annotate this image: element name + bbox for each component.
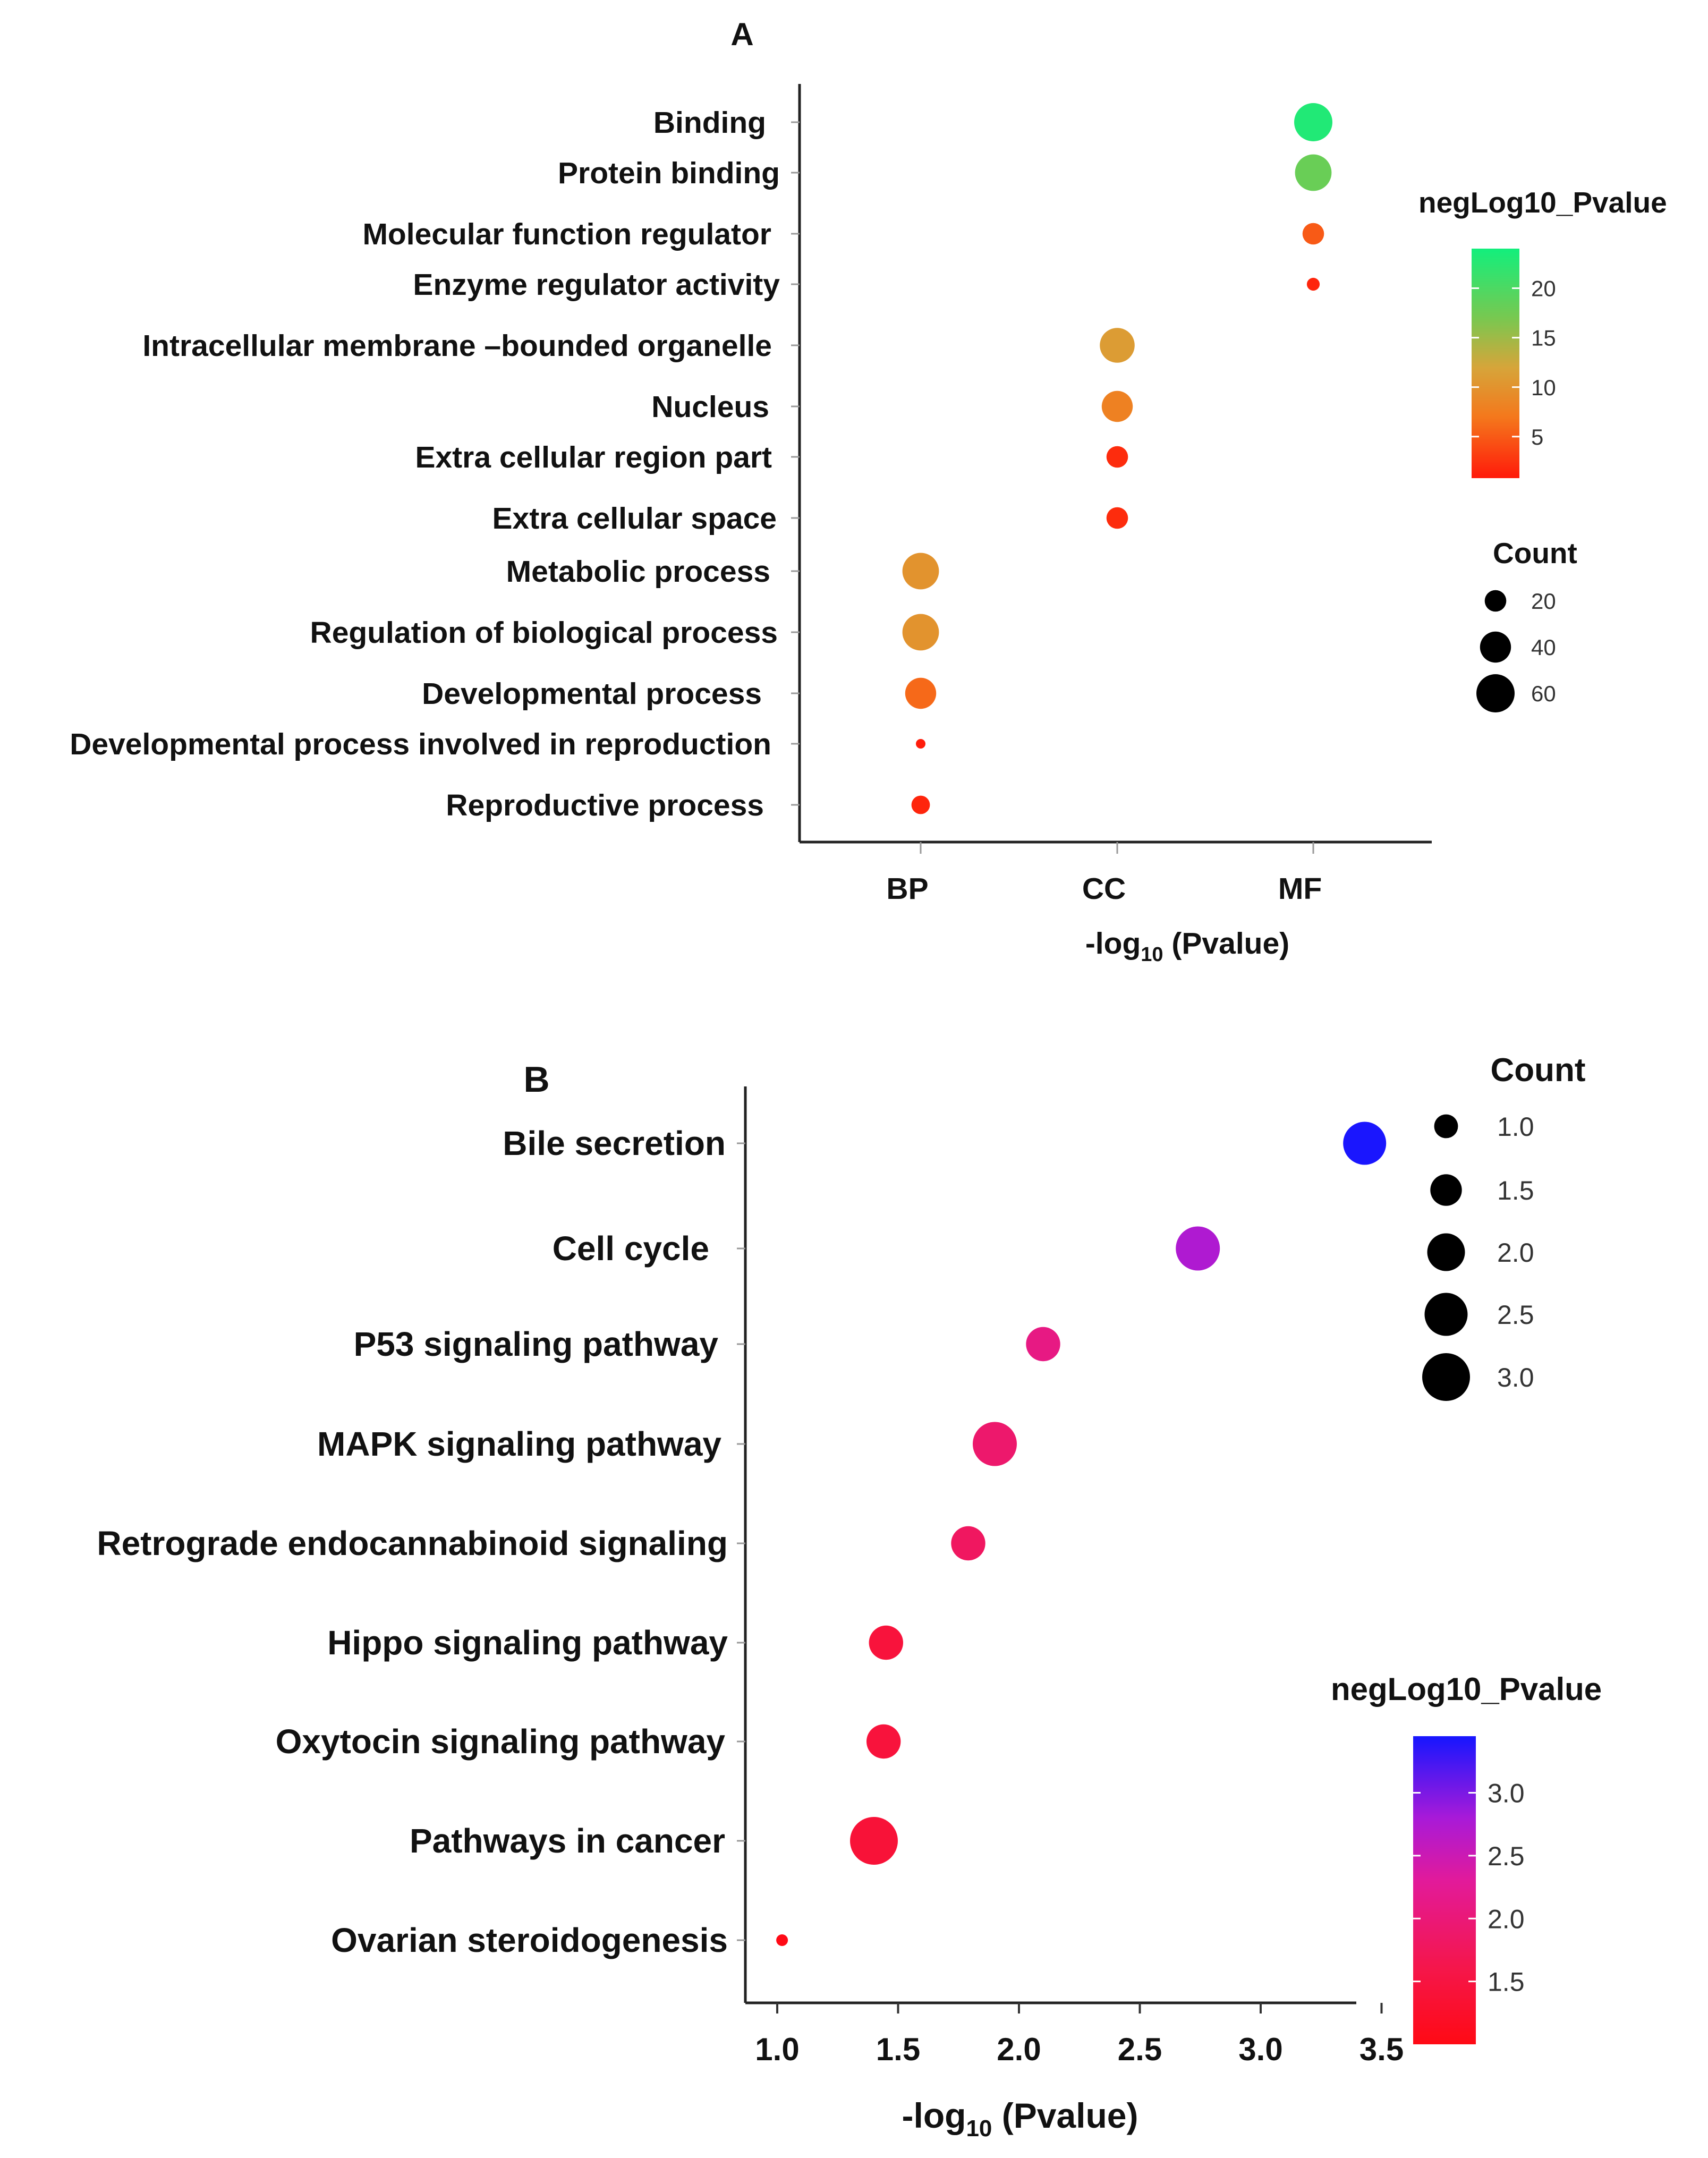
- x-tick-label: 3.0: [1238, 2032, 1282, 2067]
- term-label: Molecular function regulator: [362, 217, 771, 251]
- size-legend-dot: [1434, 1114, 1458, 1139]
- colorbar-tick-label: 20: [1531, 276, 1556, 301]
- pathway-label: Hippo signaling pathway: [327, 1624, 728, 1662]
- colorbar: [1472, 249, 1519, 478]
- size-legend-dot: [1430, 1174, 1462, 1206]
- term-label: Regulation of biological process: [310, 616, 778, 650]
- pathway-label: MAPK signaling pathway: [317, 1425, 721, 1463]
- x-tick-label: 2.0: [997, 2032, 1041, 2067]
- data-point: [1106, 507, 1128, 529]
- colorbar-tick-label: 1.5: [1488, 1967, 1525, 1997]
- pathway-label: Pathways in cancer: [410, 1822, 725, 1860]
- size-legend-dot: [1424, 1293, 1468, 1336]
- size-legend-dot: [1476, 674, 1515, 712]
- term-label: Metabolic process: [506, 555, 770, 589]
- term-label: Nucleus: [651, 390, 769, 424]
- colorbar-tick-label: 2.5: [1488, 1841, 1525, 1871]
- color-legend-title: negLog10_Pvalue: [1418, 186, 1667, 219]
- pathway-label: Bile secretion: [503, 1124, 726, 1162]
- pathway-label: P53 signaling pathway: [354, 1325, 719, 1363]
- data-point: [866, 1724, 901, 1759]
- data-point: [973, 1422, 1017, 1466]
- data-point: [1294, 103, 1332, 141]
- term-label: Developmental process: [422, 677, 762, 711]
- colorbar-tick-label: 2.0: [1488, 1904, 1525, 1934]
- colorbar-tick-label: 15: [1531, 326, 1556, 351]
- data-point: [1306, 277, 1320, 291]
- term-label: Protein binding: [558, 156, 780, 190]
- x-axis-label-subscript: 10: [1141, 944, 1163, 966]
- x-axis-label-main: -log: [902, 2096, 966, 2135]
- size-legend-dot: [1484, 590, 1507, 612]
- term-label: Extra cellular region part: [415, 440, 772, 474]
- data-point: [902, 614, 939, 651]
- size-legend-title: Count: [1493, 537, 1577, 570]
- x-axis-label-subscript: 10: [966, 2115, 992, 2142]
- data-point: [911, 795, 930, 814]
- panel-title: B: [523, 1059, 549, 1100]
- size-legend-label: 40: [1531, 635, 1556, 660]
- panel-b: B Bile secretion Cell cycle P53 signaling p…: [97, 1052, 1602, 2142]
- size-legend-label: 3.0: [1497, 1363, 1534, 1392]
- pathway-label: Ovarian steroidogenesis: [331, 1921, 728, 1959]
- data-point: [1295, 154, 1332, 191]
- term-label: Binding: [653, 106, 766, 140]
- x-axis-label-tail: (Pvalue): [1163, 927, 1290, 961]
- term-label: Extra cellular space: [492, 502, 777, 536]
- x-axis-label: -log10 (Pvalue): [1085, 927, 1289, 966]
- data-point: [1100, 328, 1135, 363]
- x-axis-label-main: -log: [1085, 927, 1141, 961]
- data-point: [1343, 1122, 1387, 1165]
- term-label: Developmental process involved in reprod…: [70, 727, 771, 761]
- pathway-label: Oxytocin signaling pathway: [276, 1722, 726, 1761]
- x-tick-label: 1.5: [876, 2032, 920, 2067]
- size-legend-label: 1.5: [1497, 1176, 1534, 1205]
- data-point: [916, 739, 925, 749]
- colorbar-tick-label: 5: [1531, 424, 1543, 449]
- data-point: [869, 1625, 904, 1660]
- x-tick-label: 3.5: [1359, 2032, 1404, 2067]
- pathway-label: Retrograde endocannabinoid signaling: [97, 1524, 728, 1562]
- data-point: [905, 677, 937, 709]
- size-legend-dot: [1422, 1353, 1470, 1401]
- x-tick-label: 2.5: [1118, 2032, 1162, 2067]
- x-axis-label-tail: (Pvalue): [992, 2096, 1138, 2135]
- color-legend-title: negLog10_Pvalue: [1331, 1671, 1602, 1707]
- panel-title: A: [730, 16, 753, 52]
- size-legend-label: 60: [1531, 681, 1556, 706]
- size-legend-label: 20: [1531, 589, 1556, 614]
- size-legend-title: Count: [1490, 1052, 1585, 1089]
- size-legend-label: 2.5: [1497, 1300, 1534, 1330]
- data-point: [850, 1817, 898, 1865]
- pathway-label: Cell cycle: [553, 1229, 709, 1268]
- term-label: Enzyme regulator activity: [413, 268, 780, 302]
- data-point: [902, 553, 939, 590]
- size-legend-label: 1.0: [1497, 1112, 1534, 1142]
- panel-a: A Binding Protein binding Molecular functio…: [70, 16, 1667, 966]
- colorbar-tick-label: 10: [1531, 375, 1556, 400]
- x-tick-label: MF: [1278, 872, 1322, 906]
- term-label: Intracellular membrane –bounded organell…: [142, 329, 772, 363]
- colorbar-tick-label: 3.0: [1488, 1779, 1525, 1808]
- size-legend-label: 2.0: [1497, 1238, 1534, 1268]
- data-point: [1026, 1327, 1060, 1362]
- data-point: [1302, 223, 1324, 245]
- x-tick-label: BP: [886, 872, 928, 906]
- term-label: Reproductive process: [446, 788, 764, 822]
- data-point: [1176, 1226, 1220, 1271]
- size-legend-dot: [1427, 1233, 1465, 1271]
- x-axis-label: -log10 (Pvalue): [902, 2096, 1138, 2142]
- size-legend-dot: [1480, 631, 1511, 663]
- x-tick-label: 1.0: [755, 2032, 799, 2067]
- data-point: [776, 1934, 788, 1946]
- data-point: [1106, 446, 1128, 468]
- data-point: [1101, 390, 1133, 422]
- colorbar: [1413, 1736, 1476, 2044]
- data-point: [951, 1526, 985, 1561]
- x-tick-label: CC: [1082, 872, 1126, 906]
